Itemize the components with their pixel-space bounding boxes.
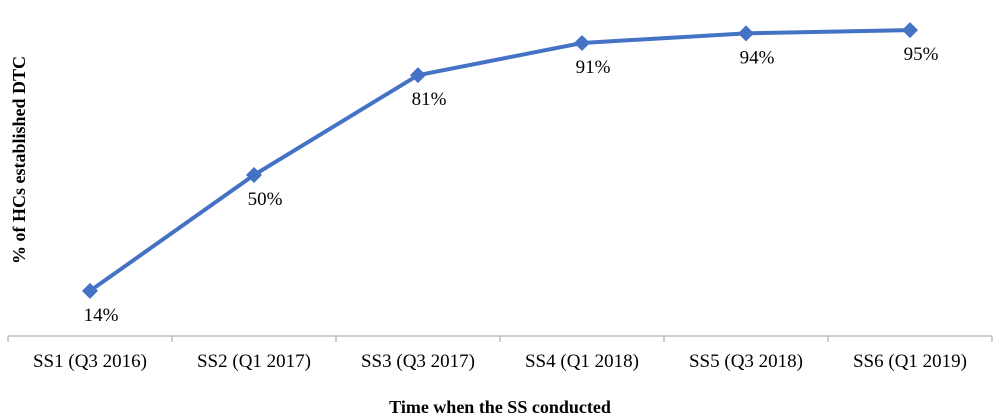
- x-tick-label: SS4 (Q1 2018): [525, 351, 639, 372]
- axes: SS1 (Q3 2016) SS2 (Q1 2017) SS3 (Q3 2017) S…: [7, 335, 993, 372]
- data-label: 94%: [740, 47, 775, 68]
- x-tick-label: SS3 (Q3 2017): [361, 351, 475, 372]
- data-label: 14%: [84, 305, 119, 326]
- x-tick-label: SS2 (Q1 2017): [197, 351, 311, 372]
- series-line: [88, 28, 912, 293]
- series-layer: [82, 22, 918, 299]
- x-tick-label: SS6 (Q1 2019): [853, 351, 967, 372]
- data-label: 95%: [904, 44, 939, 65]
- y-axis-title: % of HCs established DTC: [9, 56, 29, 264]
- data-point-marker: [246, 167, 262, 183]
- data-label: 91%: [576, 57, 611, 78]
- data-label: 50%: [248, 189, 283, 210]
- x-axis-title: Time when the SS conducted: [389, 397, 611, 417]
- x-tick-label: SS1 (Q3 2016): [33, 351, 147, 372]
- labels-layer: 14% 50% 81% 91% 94% 95%: [84, 44, 939, 326]
- x-tick-label: SS5 (Q3 2018): [689, 351, 803, 372]
- data-point-marker: [410, 67, 426, 84]
- data-point-marker: [82, 282, 98, 299]
- data-point-marker: [738, 25, 754, 42]
- data-label: 81%: [412, 89, 447, 110]
- data-point-marker: [902, 22, 918, 39]
- data-point-marker: [574, 34, 590, 51]
